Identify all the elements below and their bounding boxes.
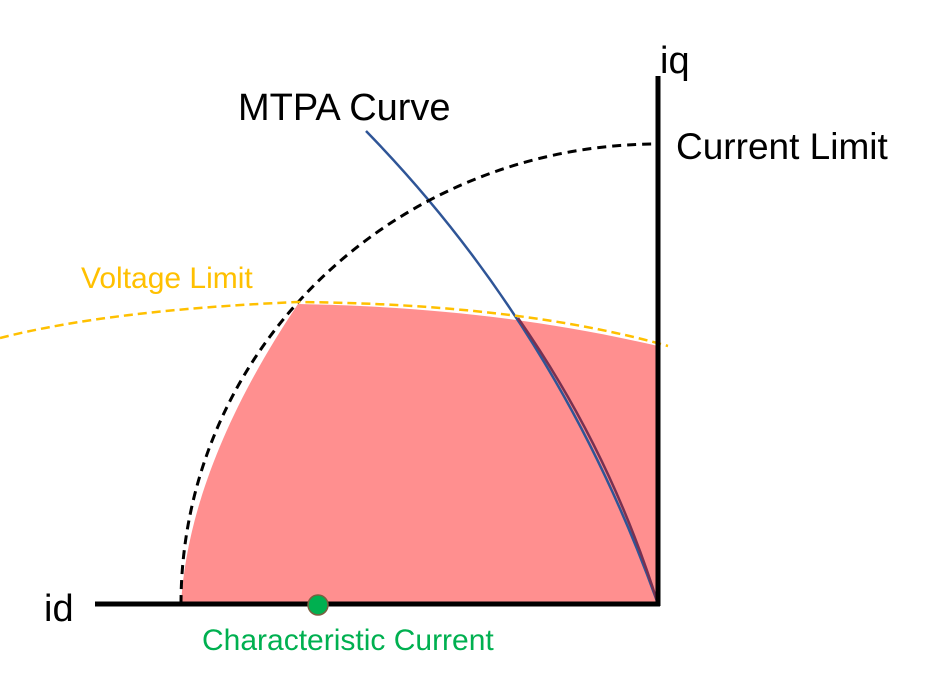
- d-axis-label: id: [44, 588, 74, 630]
- current-limit-circle: [179, 142, 659, 605]
- mtpa-curve-label: MTPA Curve: [238, 87, 451, 129]
- voltage-limit-label: Voltage Limit: [81, 262, 253, 295]
- characteristic-current-point: [307, 594, 329, 616]
- mtpa-curve: [365, 130, 660, 605]
- feasible-operating-region: [181, 304, 658, 604]
- current-limit-label: Current Limit: [676, 126, 888, 167]
- mtpa-curve-inside-region: [516, 317, 660, 605]
- characteristic-current-label: Characteristic Current: [202, 624, 494, 657]
- voltage-limit-ellipse: [0, 300, 669, 348]
- q-axis-label: iq: [660, 40, 690, 82]
